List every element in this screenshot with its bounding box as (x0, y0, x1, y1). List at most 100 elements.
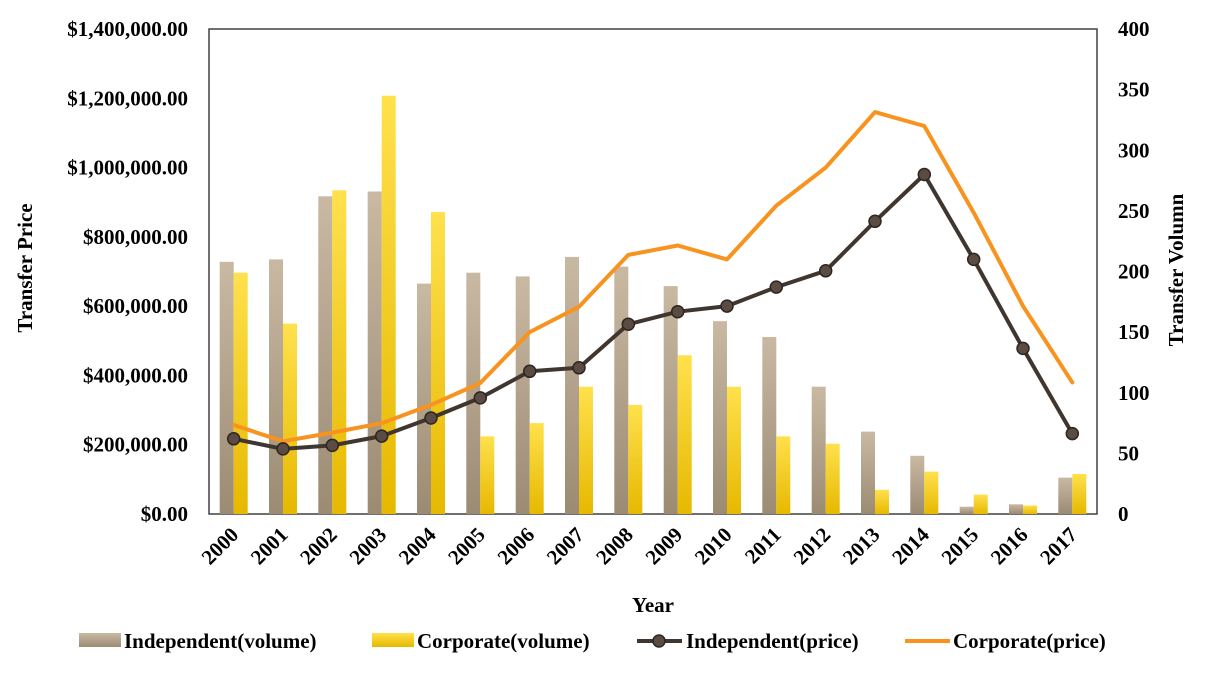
x-tick-label: 2000 (197, 523, 244, 570)
bar-independent-volume-2017[interactable] (1058, 477, 1073, 514)
y2-tick-label: 400 (1118, 17, 1150, 41)
bar-corporate-volume-2007[interactable] (579, 386, 593, 514)
bar-corporate-volume-2016[interactable] (1023, 505, 1037, 515)
bar-independent-volume-2003[interactable] (367, 191, 382, 515)
point-independent-price-2004[interactable] (424, 411, 438, 425)
point-independent-price-2006[interactable] (522, 364, 537, 379)
point-independent-price-2011[interactable] (769, 280, 784, 294)
legend-item-independent-volume[interactable]: Independent(volume) (79, 629, 317, 653)
bar-corporate-volume-2004[interactable] (431, 212, 445, 514)
bar-independent-volume-2011[interactable] (762, 337, 777, 514)
x-tick-label: 2014 (887, 522, 934, 569)
x-tick-label: 2009 (641, 523, 688, 570)
legend-label-corporate-volume: Corporate(volume) (417, 629, 590, 653)
point-independent-price-2017[interactable] (1065, 426, 1080, 441)
right-axis-ticks: 0 50 100 150 200 250 300 350 400 (1118, 17, 1150, 526)
bar-layer (219, 95, 1087, 515)
bar-corporate-volume-2009[interactable] (677, 355, 692, 514)
bar-corporate-volume-2003[interactable] (381, 95, 396, 514)
y-tick-label: $800,000.00 (83, 225, 188, 249)
bar-corporate-volume-2000[interactable] (233, 272, 248, 514)
y-tick-label: $0.00 (141, 502, 188, 526)
bar-corporate-volume-2008[interactable] (628, 404, 643, 514)
x-axis-ticks: 2000 2001 2002 2003 2004 2005 2006 2007 2008 2009… (197, 522, 1082, 569)
y2-axis-title: Transfer Volumn (1164, 193, 1188, 346)
legend-item-corporate-price[interactable]: Corporate(price) (905, 629, 1106, 653)
point-independent-price-2000[interactable] (226, 432, 241, 446)
legend-marker-independent-price (652, 634, 666, 648)
legend: Independent(volume) Corporate(volume) In… (79, 629, 1106, 653)
bar-independent-volume-2013[interactable] (861, 431, 875, 514)
bar-independent-volume-2006[interactable] (515, 276, 530, 514)
point-independent-price-2007[interactable] (572, 361, 586, 375)
point-independent-price-2002[interactable] (325, 438, 340, 453)
point-independent-price-2001[interactable] (276, 442, 290, 456)
x-tick-label: 2002 (295, 523, 342, 570)
bar-corporate-volume-2017[interactable] (1072, 474, 1087, 514)
bar-corporate-volume-2006[interactable] (529, 423, 544, 514)
bar-independent-volume-2007[interactable] (565, 256, 579, 514)
x-tick-label: 2006 (493, 523, 540, 570)
y-tick-label: $1,000,000.00 (67, 156, 188, 180)
x-tick-label: 2001 (246, 523, 293, 570)
bar-independent-volume-2016[interactable] (1009, 504, 1023, 514)
bar-independent-volume-2002[interactable] (318, 196, 333, 515)
bar-corporate-volume-2001[interactable] (283, 323, 297, 514)
x-axis-title: Year (632, 593, 674, 617)
y-axis-title: Transfer Price (13, 203, 37, 332)
legend-swatch-corporate-volume (372, 633, 414, 647)
point-independent-price-2015[interactable] (966, 252, 981, 267)
y2-tick-label: 150 (1118, 320, 1150, 344)
y2-tick-label: 200 (1118, 260, 1150, 284)
bar-independent-volume-2014[interactable] (910, 455, 925, 514)
plot-area-frame (208, 28, 1098, 515)
y2-tick-label: 350 (1118, 78, 1150, 102)
y2-tick-label: 50 (1118, 441, 1139, 465)
y2-tick-label: 100 (1118, 381, 1150, 405)
bar-corporate-volume-2010[interactable] (727, 386, 741, 514)
bar-corporate-volume-2002[interactable] (332, 190, 347, 515)
bar-corporate-volume-2005[interactable] (480, 436, 495, 514)
bar-corporate-volume-2011[interactable] (776, 436, 791, 514)
bar-corporate-volume-2012[interactable] (825, 443, 840, 514)
legend-label-independent-price: Independent(price) (686, 629, 859, 653)
x-tick-label: 2011 (740, 523, 786, 569)
line-layer (226, 110, 1080, 456)
point-independent-price-2009[interactable] (670, 304, 685, 319)
point-independent-price-2016[interactable] (1016, 341, 1030, 356)
x-tick-label: 2007 (542, 523, 589, 570)
bar-corporate-volume-2013[interactable] (875, 489, 889, 515)
bar-independent-volume-2000[interactable] (219, 261, 234, 514)
legend-item-independent-price[interactable]: Independent(price) (637, 629, 859, 653)
legend-item-corporate-volume[interactable]: Corporate(volume) (372, 629, 590, 653)
y-tick-label: $200,000.00 (83, 433, 188, 457)
y-tick-label: $400,000.00 (83, 363, 188, 387)
line-corporate-price[interactable] (231, 110, 1075, 444)
x-tick-label: 2008 (591, 523, 638, 570)
y-tick-label: $600,000.00 (83, 294, 188, 318)
point-independent-price-2013[interactable] (868, 214, 882, 229)
bar-independent-volume-2009[interactable] (663, 286, 678, 514)
bar-independent-volume-2012[interactable] (811, 386, 826, 514)
line-independent-price[interactable] (231, 172, 1075, 451)
bar-independent-volume-2004[interactable] (417, 283, 431, 514)
bar-independent-volume-2010[interactable] (713, 321, 727, 514)
point-independent-price-2012[interactable] (818, 264, 833, 278)
x-tick-label: 2016 (986, 523, 1033, 570)
left-axis-ticks: $0.00 $200,000.00 $400,000.00 $600,000.00 $8… (67, 17, 188, 526)
bar-independent-volume-2008[interactable] (614, 266, 629, 514)
bar-corporate-volume-2014[interactable] (924, 471, 939, 514)
point-independent-price-2008[interactable] (621, 317, 636, 331)
point-independent-price-2014[interactable] (917, 167, 932, 182)
point-independent-price-2010[interactable] (720, 299, 734, 313)
point-independent-price-2005[interactable] (473, 391, 488, 405)
x-tick-label: 2003 (345, 523, 392, 570)
point-independent-price-2003[interactable] (374, 429, 389, 443)
bar-independent-volume-2015[interactable] (959, 506, 974, 514)
bar-independent-volume-2001[interactable] (269, 259, 283, 514)
y2-tick-label: 300 (1118, 138, 1150, 162)
y-tick-label: $1,400,000.00 (67, 17, 188, 41)
bar-independent-volume-2005[interactable] (466, 272, 481, 514)
bar-corporate-volume-2015[interactable] (973, 494, 988, 514)
